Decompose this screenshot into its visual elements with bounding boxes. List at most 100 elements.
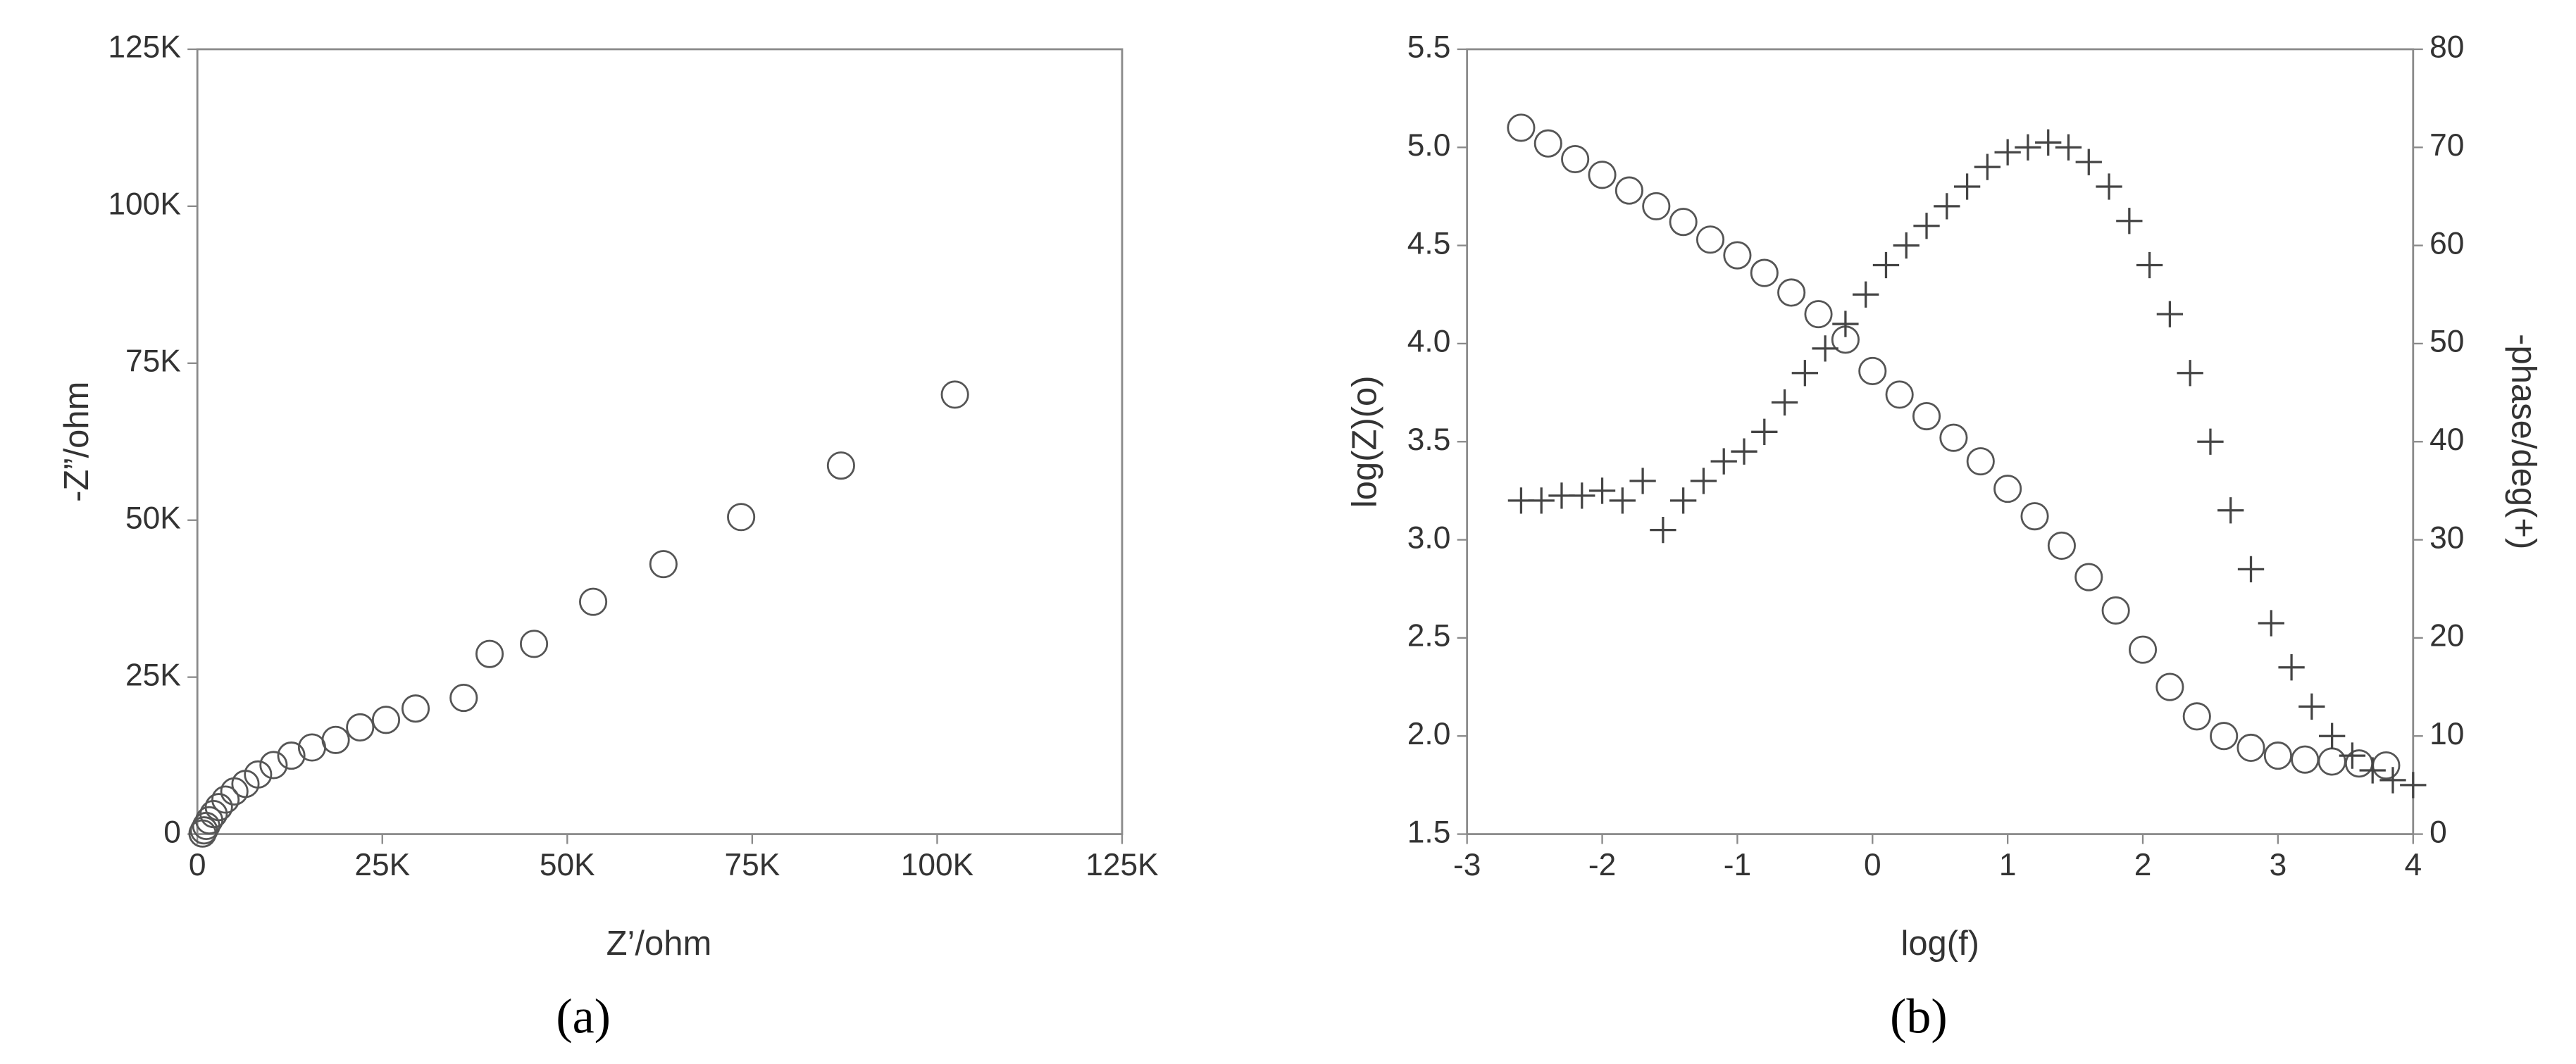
cross-marker (2319, 722, 2346, 749)
circle-marker (1804, 300, 1833, 329)
circle-marker (188, 819, 217, 848)
cross-marker (2379, 767, 2406, 794)
cross-marker (1609, 487, 1636, 514)
x-tick-label: 2 (2134, 848, 2152, 882)
cross-marker (1670, 487, 1697, 514)
x-tick-label: 25K (354, 848, 410, 882)
circle-marker (2372, 751, 2401, 780)
y-tick-label: 75K (125, 344, 181, 378)
y-axis-title: -Z”/ohm (58, 382, 96, 502)
circle-marker (1777, 278, 1806, 307)
plot-frame (196, 48, 1124, 835)
y-tick-label: 1.5 (1407, 815, 1451, 849)
y-tick-label: 5.0 (1407, 128, 1451, 163)
cross-marker (2237, 556, 2265, 583)
circle-marker (259, 751, 288, 780)
circle-marker (189, 816, 218, 845)
y2-tick-label: 40 (2429, 423, 2464, 457)
y2-tick-label: 50 (2429, 325, 2464, 359)
cross-marker (2035, 129, 2062, 156)
circle-marker (1966, 447, 1995, 476)
cross-marker (1994, 139, 2021, 165)
cross-marker (1893, 232, 1919, 259)
circle-marker (1669, 208, 1698, 237)
cross-marker (2156, 301, 2184, 327)
circle-marker (321, 725, 350, 754)
y2-tick-label: 30 (2429, 520, 2464, 555)
x-tick-label: 0 (1864, 848, 1881, 882)
x-tick-label: 50K (540, 848, 595, 882)
circle-marker (1885, 380, 1914, 409)
cross-marker (1731, 438, 1757, 465)
circle-marker (1588, 161, 1617, 189)
caption: (a) (556, 989, 611, 1044)
circle-marker (2291, 745, 2320, 774)
y2-tick-label: 10 (2429, 717, 2464, 751)
cross-marker (2359, 757, 2386, 784)
cross-marker (1791, 360, 1818, 387)
circle-marker (220, 777, 249, 806)
circle-marker (2344, 749, 2374, 778)
cross-marker (2136, 251, 2163, 279)
cross-marker (1853, 281, 1879, 308)
y-tick-label: 2.0 (1407, 717, 1451, 751)
cross-marker (1913, 213, 1940, 239)
circle-marker (2263, 741, 2292, 770)
x-tick-label: -3 (1453, 848, 1481, 882)
y-tick-label: 0 (163, 815, 181, 849)
circle-marker (1858, 356, 1887, 385)
cross-marker (2278, 654, 2305, 681)
y-tick-label: 4.5 (1407, 226, 1451, 261)
x-tick-label: -1 (1724, 848, 1751, 882)
circle-marker (2317, 747, 2346, 776)
circle-marker (1750, 258, 1779, 287)
cross-marker (1974, 154, 2001, 180)
y2-tick-label: 20 (2429, 619, 2464, 653)
y-tick-label: 50K (125, 501, 181, 535)
circle-marker (519, 630, 549, 658)
circle-marker (401, 694, 430, 723)
circle-marker (2047, 531, 2076, 560)
y-tick-label: 5.5 (1407, 30, 1451, 65)
y2-tick-label: 60 (2429, 226, 2464, 261)
circle-marker (1993, 475, 2022, 503)
cross-marker (2197, 428, 2224, 455)
y-axis-title: log(Z)(o) (1345, 375, 1383, 508)
circle-marker (1939, 423, 1968, 452)
circle-marker (1533, 129, 1562, 158)
cross-marker (2258, 610, 2284, 637)
y2-axis-title: -phase/deg(+) (2505, 334, 2543, 549)
circle-marker (1723, 241, 1752, 270)
x-tick-label: 75K (724, 848, 780, 882)
circle-marker (1561, 144, 1590, 174)
cross-marker (1528, 487, 1555, 514)
cross-marker (1710, 448, 1737, 475)
circle-marker (2210, 722, 2239, 751)
y-tick-label: 4.0 (1407, 325, 1451, 359)
x-tick-label: 100K (901, 848, 974, 882)
cross-marker (2096, 173, 2122, 200)
y-tick-label: 100K (108, 187, 181, 222)
cross-marker (1953, 173, 1981, 200)
cross-marker (1569, 482, 1595, 509)
circle-marker (649, 550, 678, 579)
cross-marker (2177, 360, 2203, 387)
cross-marker (1751, 418, 1778, 445)
y2-tick-label: 0 (2429, 815, 2447, 849)
circle-marker (449, 684, 478, 713)
circle-marker (371, 706, 401, 734)
cross-marker (2116, 208, 2143, 234)
x-tick-label: -2 (1588, 848, 1616, 882)
cross-marker (1934, 193, 1960, 220)
circle-marker (192, 811, 220, 841)
circle-marker (211, 785, 240, 814)
circle-marker (1642, 192, 1671, 220)
x-tick-label: 4 (2404, 848, 2422, 882)
cross-marker (2055, 134, 2082, 161)
circle-marker (2182, 702, 2211, 731)
x-tick-label: 0 (189, 848, 206, 882)
cross-marker (2339, 742, 2366, 769)
circle-marker (1912, 401, 1941, 431)
circle-marker (475, 639, 504, 668)
cross-marker (1690, 468, 1717, 494)
